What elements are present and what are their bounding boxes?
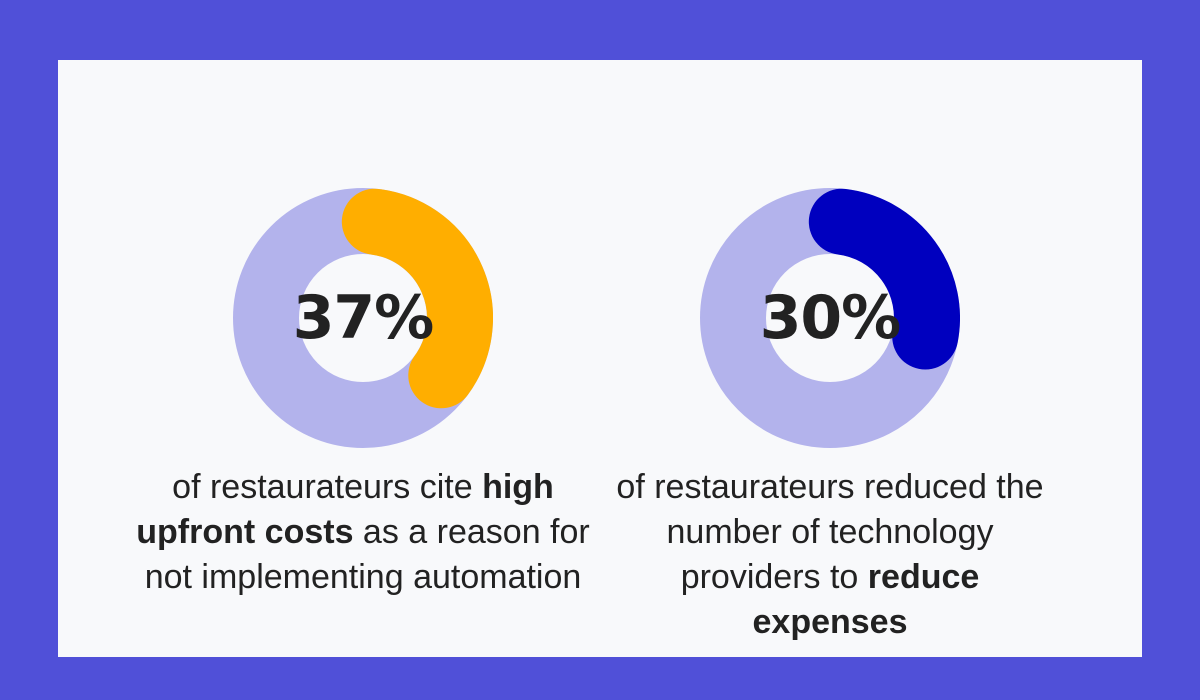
caption-2-highlight: reduce expenses (752, 558, 980, 641)
donut-chart-2: 30% (700, 188, 960, 448)
caption-1-text-after: as a reason for not implementing automat… (144, 513, 590, 596)
stats-card: 37% of restaurateurs cite high upfront c… (58, 60, 1142, 657)
caption-1-highlight: high upfront costs (136, 468, 554, 551)
donut-svg-2 (700, 188, 960, 448)
caption-2-text-before: of restaurateurs reduced the number of t… (616, 468, 1044, 596)
caption-1-text-before: of restaurateurs cite (172, 468, 483, 506)
donut-value-label-2: 30% (759, 283, 902, 353)
donut-arc-2 (808, 188, 960, 370)
donut-chart-1: 37% (233, 188, 493, 448)
donut-arc-1 (341, 188, 493, 409)
donut-value-label-1: 37% (292, 283, 435, 353)
caption-1: of restaurateurs cite high upfront costs… (133, 465, 593, 600)
donut-svg-1 (233, 188, 493, 448)
caption-2: of restaurateurs reduced the number of t… (600, 465, 1060, 645)
